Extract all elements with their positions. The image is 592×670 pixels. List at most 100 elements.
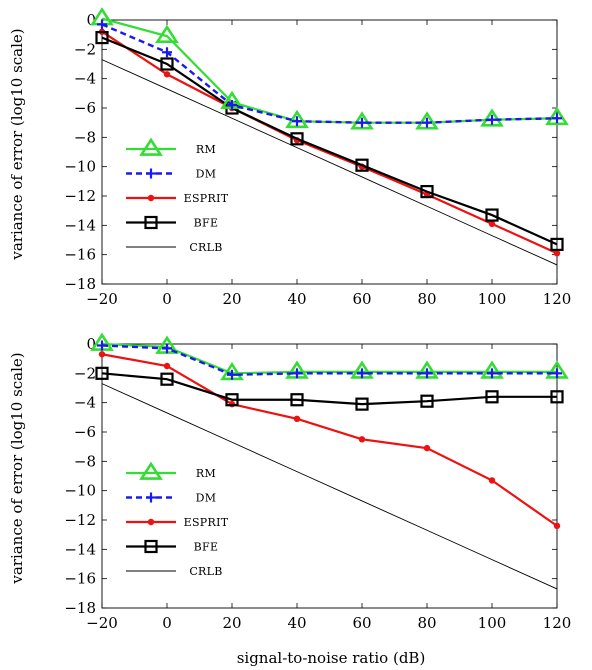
- point-bfe: [420, 185, 434, 199]
- point-esprit: [293, 415, 301, 422]
- x-tick-label: 20: [222, 290, 241, 308]
- point-dm: [227, 100, 237, 111]
- series-line-bfe: [101, 372, 557, 406]
- point-esprit: [423, 444, 431, 452]
- legend-marker-bfe: [144, 539, 158, 554]
- point-esprit: [163, 71, 171, 78]
- legend-label-rm: RM: [196, 143, 216, 156]
- y-tick-label: −12: [64, 187, 96, 205]
- y-tick-label: −16: [64, 246, 96, 264]
- x-tick-label: −20: [86, 614, 118, 632]
- point-dm: [97, 340, 107, 351]
- point-esprit: [98, 351, 106, 358]
- point-bfe: [290, 393, 304, 407]
- x-tick-label: 100: [478, 290, 507, 308]
- point-dm: [357, 368, 367, 379]
- y-axis-label: variance of error (log10 scale): [8, 28, 26, 260]
- x-tick-label: 60: [352, 614, 371, 632]
- point-bfe: [355, 397, 369, 411]
- point-rm: [415, 111, 439, 130]
- point-bfe: [550, 390, 564, 404]
- series-line-bfe: [101, 36, 558, 246]
- point-bfe: [290, 132, 304, 146]
- x-axis-label: signal-to-noise ratio (dB): [237, 649, 426, 667]
- legend-marker-rm: [139, 137, 163, 156]
- y-tick-label: −10: [64, 482, 96, 500]
- legend-label-crlb: CRLB: [189, 241, 222, 254]
- plot-frame: [101, 343, 558, 609]
- series-line-crlb: [101, 383, 558, 590]
- point-esprit: [553, 522, 561, 530]
- point-bfe: [225, 393, 239, 407]
- y-tick-label: −2: [74, 40, 96, 58]
- point-rm: [545, 106, 569, 126]
- point-dm: [292, 368, 302, 379]
- plot-frame: [101, 19, 558, 285]
- legend-label-crlb: CRLB: [189, 565, 222, 578]
- point-esprit: [488, 477, 496, 484]
- y-tick-label: 0: [86, 335, 96, 353]
- x-tick-label: 120: [543, 290, 572, 308]
- series-line-esprit: [101, 353, 558, 527]
- point-dm: [97, 19, 107, 30]
- point-dm: [422, 117, 432, 128]
- x-tick-label: 100: [478, 614, 507, 632]
- point-dm: [487, 368, 497, 379]
- y-tick-label: −4: [74, 70, 96, 88]
- legend-label-rm: RM: [196, 467, 216, 480]
- legend-marker-esprit: [147, 194, 155, 202]
- point-dm: [487, 114, 497, 125]
- point-esprit: [228, 400, 236, 408]
- legend-marker-rm: [139, 461, 163, 480]
- x-tick-label: 60: [352, 290, 371, 308]
- legend-marker-esprit: [147, 518, 155, 526]
- y-tick-label: −16: [64, 570, 96, 588]
- series-line-dm: [101, 344, 557, 377]
- y-tick-label: −18: [64, 275, 96, 293]
- legend-label-esprit: ESPRIT: [184, 516, 229, 529]
- point-bfe: [95, 366, 109, 380]
- point-bfe: [485, 390, 499, 404]
- point-esprit: [163, 362, 171, 370]
- legend-label-dm: DM: [196, 492, 217, 505]
- point-dm: [227, 369, 237, 380]
- x-tick-label: 20: [222, 614, 241, 632]
- legend-label-bfe: BFE: [194, 217, 219, 230]
- y-tick-label: −10: [64, 158, 96, 176]
- legend-box: [122, 461, 248, 586]
- x-tick-label: 40: [287, 614, 306, 632]
- y-tick-label: −2: [74, 364, 96, 382]
- y-tick-label: −14: [64, 216, 96, 234]
- legend-marker-dm: [146, 492, 156, 503]
- point-esprit: [553, 250, 561, 257]
- point-dm: [552, 368, 562, 379]
- point-dm: [162, 47, 172, 58]
- point-dm: [162, 343, 172, 354]
- point-bfe: [420, 394, 434, 408]
- legend-label-bfe: BFE: [194, 541, 219, 554]
- point-bfe: [355, 158, 369, 172]
- top-panel: −20 0 20 40 60 80 100 120 0 −2 −4 −6 −8 −10 −12 −14 −16 −…: [8, 7, 572, 308]
- y-tick-label: −8: [74, 452, 96, 470]
- y-tick-label: −18: [64, 599, 96, 617]
- y-tick-label: −12: [64, 511, 96, 529]
- y-tick-label: 0: [86, 11, 96, 29]
- point-rm: [480, 108, 504, 127]
- y-tick-label: −6: [74, 423, 96, 441]
- point-dm: [292, 116, 302, 127]
- point-bfe: [95, 30, 109, 45]
- x-tick-label: −20: [86, 290, 118, 308]
- legend-label-dm: DM: [196, 168, 217, 181]
- series-line-dm: [101, 23, 558, 124]
- point-esprit: [358, 436, 366, 443]
- y-tick-label: −14: [64, 540, 96, 558]
- series-line-esprit: [101, 30, 558, 255]
- y-tick-label: −8: [74, 128, 96, 146]
- series-line-rm: [101, 342, 557, 375]
- legend-box: [122, 137, 248, 262]
- series-line-crlb: [101, 59, 558, 266]
- y-tick-label: −4: [74, 394, 96, 412]
- point-bfe: [160, 57, 174, 71]
- point-rm: [155, 24, 179, 44]
- x-tick-label: 120: [543, 614, 572, 632]
